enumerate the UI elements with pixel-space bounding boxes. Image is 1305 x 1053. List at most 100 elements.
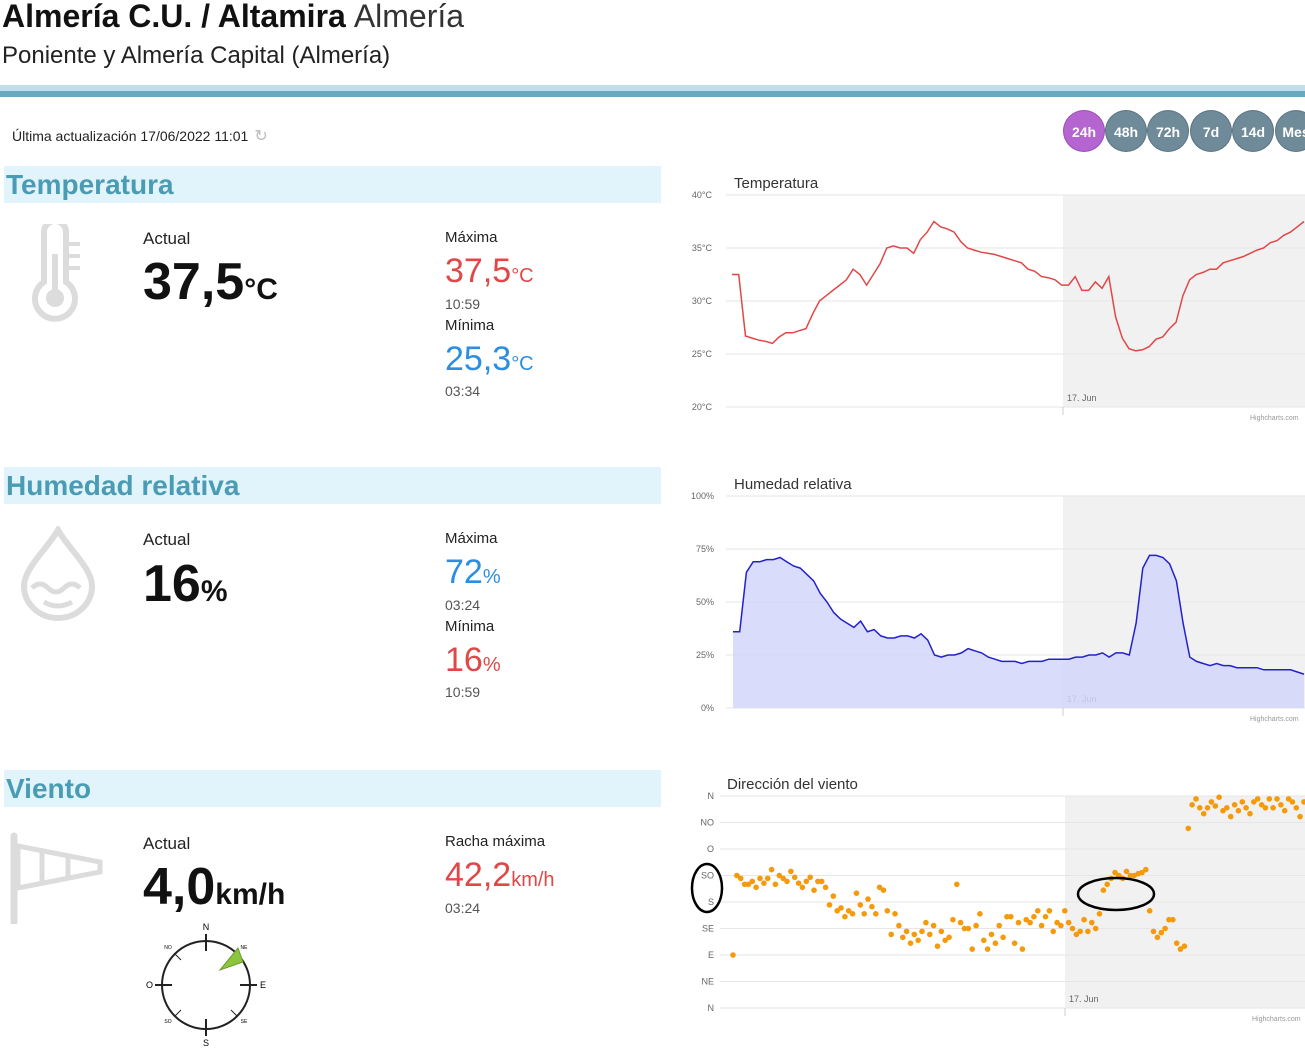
humidity-actual-number: 16	[143, 555, 201, 613]
chart-y-tick-label: 30°C	[692, 296, 713, 306]
wind-direction-point	[942, 937, 948, 944]
wind-direction-chart: N NE E SE S SO O NO N 17. Jun Dirección del viento…	[690, 776, 1305, 1023]
wind-direction-point	[1224, 805, 1230, 811]
station-title: Almería C.U. / Altamira Almería	[2, 0, 464, 35]
wind-direction-point	[1023, 916, 1029, 923]
temperature-max-value: 37,5°C	[445, 252, 534, 291]
wind-direction-point	[826, 902, 833, 908]
wind-direction-point	[1085, 928, 1091, 935]
wind-direction-point	[1008, 913, 1014, 920]
wind-direction-point	[919, 928, 925, 935]
wind-direction-point	[1204, 805, 1211, 811]
wind-direction-point	[1100, 887, 1107, 893]
wind-direction-point	[930, 922, 937, 929]
wind-direction-point	[865, 896, 871, 902]
wind-direction-point	[1050, 928, 1056, 935]
wind-direction-point	[842, 913, 848, 920]
wind-direction-point	[1089, 919, 1095, 926]
range-button-mes[interactable]: Mes	[1276, 111, 1305, 151]
wind-direction-point	[1216, 794, 1222, 800]
range-button-24h[interactable]: 24h	[1064, 111, 1104, 151]
wind-direction-point	[1301, 799, 1305, 805]
wind-direction-point	[981, 937, 987, 944]
chart-x-tick-label: 17. Jun	[1069, 994, 1099, 1004]
annotation-ellipse	[690, 862, 724, 914]
refresh-icon[interactable]: ↻	[254, 128, 268, 145]
compass-e: E	[260, 980, 266, 990]
wind-direction-point	[1004, 913, 1010, 920]
wind-direction-point	[1058, 922, 1064, 929]
humidity-min-label: Mínima	[445, 618, 495, 635]
wind-direction-point	[1274, 796, 1280, 802]
last-update: Última actualización 17/06/2022 11:01 ↻	[12, 126, 268, 146]
wind-direction-point	[853, 890, 860, 896]
wind-gust-value: 42,2km/h	[445, 856, 555, 895]
last-update-text: Última actualización 17/06/2022 11:01	[12, 128, 249, 144]
wind-compass: N S O E NO NE SO SE	[146, 922, 266, 1048]
water-drop-icon	[20, 526, 96, 621]
wind-direction-point	[1185, 825, 1192, 832]
wind-direction-point	[1104, 881, 1110, 888]
temperature-actual-unit: °C	[244, 273, 278, 306]
header-divider-dark	[0, 91, 1305, 97]
wind-direction-point	[818, 878, 825, 885]
wind-direction-point	[791, 874, 798, 881]
range-button-48h[interactable]: 48h	[1106, 111, 1146, 151]
wind-direction-point	[957, 919, 964, 926]
humidity-series-line	[733, 554, 1305, 675]
wind-direction-point	[1019, 946, 1026, 952]
humidity-section-header: Humedad relativa	[4, 467, 661, 504]
wind-direction-point	[1212, 803, 1219, 809]
wind-direction-point	[1177, 946, 1184, 952]
wind-direction-point	[988, 931, 995, 938]
wind-direction-point	[764, 875, 771, 882]
temperature-min-number: 25,3	[445, 340, 512, 378]
chart-title: Temperatura	[734, 175, 819, 192]
wind-direction-point	[1189, 802, 1195, 808]
humidity-max-number: 72	[445, 553, 483, 591]
range-button-7d[interactable]: 7d	[1191, 111, 1231, 151]
temperature-series-line	[732, 220, 1305, 352]
wind-direction-point	[1146, 908, 1153, 914]
wind-direction-point	[1281, 807, 1288, 814]
temperature-actual-number: 37,5	[143, 253, 245, 311]
wind-direction-point	[1208, 799, 1215, 805]
compass-so: SO	[164, 1019, 171, 1025]
wind-direction-point	[788, 868, 794, 875]
wind-direction-point	[734, 872, 740, 879]
wind-direction-point	[803, 878, 810, 885]
humidity-max-unit: %	[482, 566, 501, 588]
temperature-max-time: 10:59	[445, 296, 481, 312]
wind-direction-point	[1200, 810, 1207, 817]
wind-actual-label: Actual	[143, 834, 191, 853]
temperature-actual-label: Actual	[143, 229, 191, 248]
thermometer-icon	[32, 224, 80, 322]
wind-direction-point	[1065, 919, 1072, 926]
wind-direction-point	[1139, 869, 1145, 876]
wind-direction-point	[969, 946, 975, 952]
compass-n: N	[203, 922, 210, 932]
wind-direction-point	[1266, 796, 1273, 802]
wind-direction-point	[761, 880, 767, 886]
annotation-ellipse	[1076, 876, 1156, 912]
wind-direction-point	[992, 940, 999, 946]
wind-direction-point	[907, 940, 914, 946]
range-button-72h[interactable]: 72h	[1148, 111, 1188, 151]
wind-direction-point	[845, 908, 852, 914]
wind-direction-point	[973, 922, 979, 929]
station-region: Poniente y Almería Capital (Almería)	[2, 42, 391, 69]
chart-y-tick-label: 50%	[696, 597, 714, 607]
temperature-section-title: Temperatura	[6, 169, 174, 200]
temperature-min-value: 25,3°C	[445, 340, 534, 379]
chart-y-tick-label: 25°C	[692, 349, 713, 359]
station-name: Almería C.U. / Altamira	[2, 0, 346, 34]
chart-y-tick-label: NE	[701, 977, 714, 987]
humidity-series-area	[733, 555, 1304, 708]
wind-direction-point	[799, 884, 806, 891]
chart-y-tick-label: SE	[702, 924, 714, 934]
range-button-14d[interactable]: 14d	[1233, 111, 1273, 151]
humidity-min-unit: %	[482, 654, 501, 676]
wind-direction-point	[838, 905, 844, 911]
wind-direction-point	[1293, 805, 1300, 811]
chart-y-tick-label: 0%	[701, 703, 714, 713]
